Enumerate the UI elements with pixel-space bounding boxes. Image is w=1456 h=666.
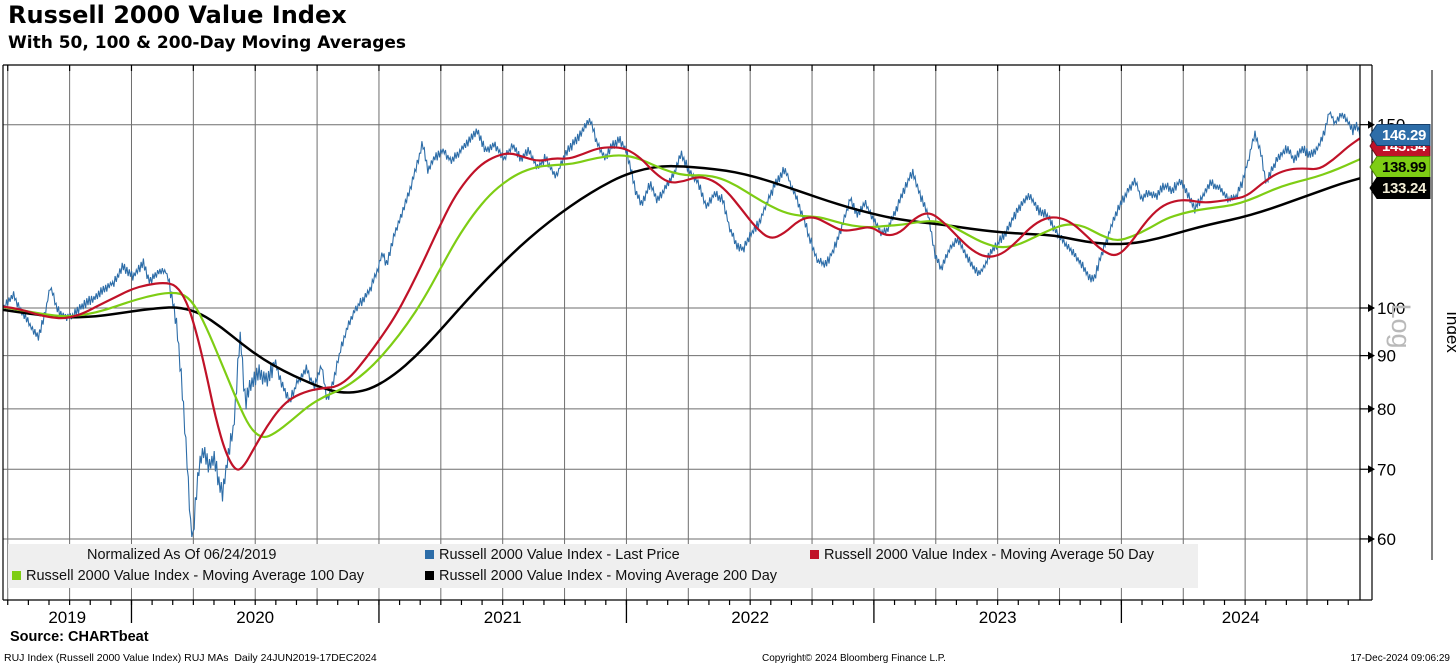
x-axis-year-labels: 2019 2020 2021 2022 2023 2024 bbox=[48, 608, 1259, 627]
price-flag bbox=[1369, 156, 1431, 178]
legend-ma50-label: Russell 2000 Value Index - Moving Averag… bbox=[824, 547, 1154, 563]
grid-lines bbox=[3, 65, 1360, 600]
y-tick-arrow-icon bbox=[1368, 404, 1375, 413]
price-flag-value: 138.99 bbox=[1382, 159, 1426, 176]
chart-legend: Normalized As Of 06/24/2019 Russell 2000… bbox=[8, 544, 1198, 588]
index-axis-label: Index bbox=[1443, 311, 1456, 353]
year-label: 2019 bbox=[48, 608, 86, 627]
legend-item-last-price: Russell 2000 Value Index - Last Price bbox=[425, 546, 680, 564]
ma100-swatch-icon bbox=[12, 571, 21, 580]
ma200-swatch-icon bbox=[425, 571, 434, 580]
legend-normalized-note: Normalized As Of 06/24/2019 bbox=[87, 546, 276, 564]
timestamp-label: 17-Dec-2024 09:06:29 bbox=[1350, 653, 1450, 664]
y-tick-arrow-icon bbox=[1368, 120, 1375, 129]
y-tick-label: 60 bbox=[1377, 530, 1396, 549]
last-price-series-line bbox=[3, 110, 1360, 538]
ma50-series-line bbox=[3, 137, 1360, 471]
copyright-label: Copyright© 2024 Bloomberg Finance L.P. bbox=[762, 653, 946, 664]
legend-normalized-label: Normalized As Of 06/24/2019 bbox=[87, 547, 277, 563]
legend-item-ma100: Russell 2000 Value Index - Moving Averag… bbox=[12, 567, 364, 585]
ticker-meta-label: RUJ Index (Russell 2000 Value Index) RUJ… bbox=[4, 652, 377, 664]
legend-item-ma200: Russell 2000 Value Index - Moving Averag… bbox=[425, 567, 777, 585]
log-scale-label: Log bbox=[1386, 303, 1416, 348]
y-tick-label: 80 bbox=[1377, 400, 1396, 419]
source-label: Source: CHARTbeat bbox=[10, 629, 149, 645]
y-tick-arrow-icon bbox=[1368, 465, 1375, 474]
last-price-swatch-icon bbox=[425, 550, 434, 559]
legend-ma100-label: Russell 2000 Value Index - Moving Averag… bbox=[26, 568, 365, 584]
y-tick-arrow-icon bbox=[1368, 304, 1375, 312]
year-label: 2021 bbox=[484, 608, 522, 627]
plot-frame bbox=[2, 64, 1373, 623]
year-label: 2022 bbox=[731, 608, 769, 627]
legend-ma200-label: Russell 2000 Value Index - Moving Averag… bbox=[439, 568, 778, 584]
y-tick-arrow-icon bbox=[1368, 534, 1375, 543]
y-tick-label: 70 bbox=[1377, 460, 1396, 479]
ma100-series-line bbox=[3, 154, 1360, 439]
ma200-series-line bbox=[3, 164, 1360, 394]
price-flag bbox=[1369, 124, 1431, 146]
series-group bbox=[3, 110, 1360, 538]
ma50-swatch-icon bbox=[810, 550, 819, 559]
year-label: 2023 bbox=[979, 608, 1017, 627]
legend-item-ma50: Russell 2000 Value Index - Moving Averag… bbox=[810, 546, 1154, 564]
legend-last-price-label: Russell 2000 Value Index - Last Price bbox=[439, 547, 680, 563]
year-label: 2024 bbox=[1222, 608, 1260, 627]
price-flag-value: 146.29 bbox=[1382, 127, 1426, 144]
y-tick-label: 100 bbox=[1377, 299, 1405, 318]
price-flag bbox=[1369, 177, 1431, 199]
y-tick-label: 90 bbox=[1377, 347, 1396, 366]
y-tick-arrow-icon bbox=[1368, 351, 1375, 360]
page-subtitle: With 50, 100 & 200-Day Moving Averages bbox=[8, 33, 407, 53]
year-label: 2020 bbox=[236, 608, 274, 627]
page-title: Russell 2000 Value Index bbox=[8, 1, 347, 29]
price-flag-value: 133.24 bbox=[1382, 180, 1427, 197]
